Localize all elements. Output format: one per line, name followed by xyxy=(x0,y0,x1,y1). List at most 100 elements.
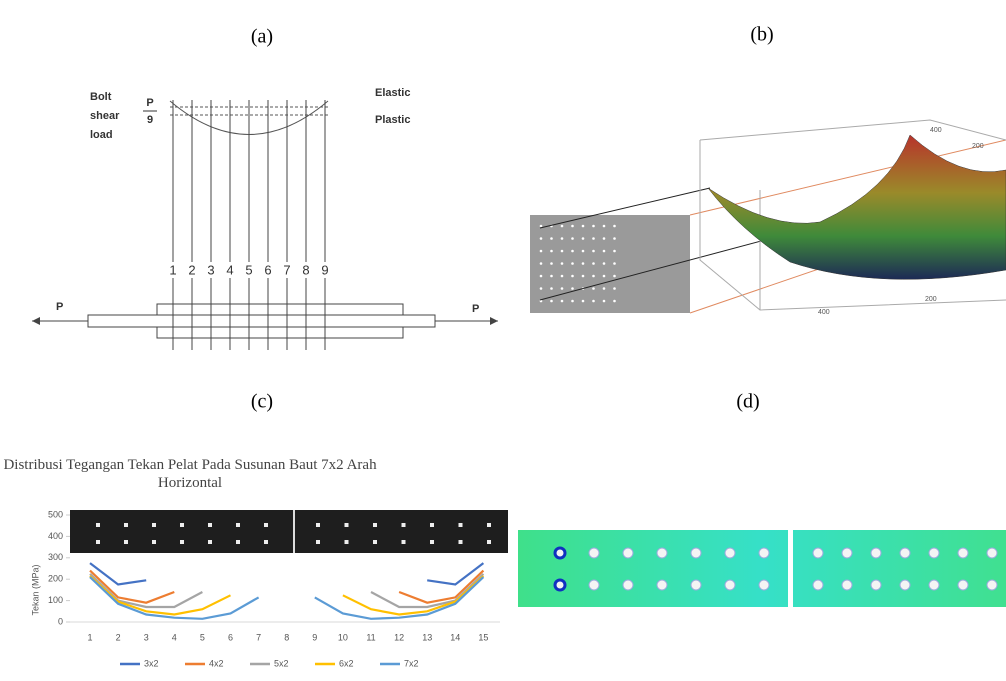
bolt-hole xyxy=(555,548,565,558)
x-tick-label: 5 xyxy=(200,632,205,642)
bolt-hole xyxy=(987,580,997,590)
elastic-label: Elastic xyxy=(375,87,410,99)
legend-label: 6x2 xyxy=(339,658,354,668)
bolt-dot xyxy=(571,300,574,303)
bolt-dot xyxy=(582,300,585,303)
bolt-dot xyxy=(592,262,595,265)
bolt-dot xyxy=(603,250,606,253)
bolt-number: 8 xyxy=(302,262,309,277)
x-tick-label: 6 xyxy=(228,632,233,642)
arrow-head xyxy=(32,317,40,325)
arrow-head xyxy=(490,317,498,325)
bolt-number: 3 xyxy=(207,262,214,277)
load-label: Bolt xyxy=(90,91,112,103)
plate xyxy=(157,327,403,338)
bolt-hole xyxy=(813,580,823,590)
series-line xyxy=(90,576,483,615)
y-tick-label: 400 xyxy=(48,531,63,541)
fraction-bottom: 9 xyxy=(147,114,153,126)
bolt-hole xyxy=(555,580,565,590)
surface xyxy=(708,135,1006,279)
bolt-hole xyxy=(813,548,823,558)
bolt-dot xyxy=(603,262,606,265)
bolt-dot xyxy=(459,540,463,544)
bolt-dot xyxy=(152,523,156,527)
series-line xyxy=(90,571,483,603)
bolt-dot xyxy=(592,225,595,228)
bolt-dot xyxy=(264,523,268,527)
panel-label: (b) xyxy=(750,24,773,46)
stress-contour xyxy=(518,530,1006,607)
bolt-hole xyxy=(958,548,968,558)
axis-label: 400 xyxy=(818,309,830,316)
load-label: shear xyxy=(90,110,120,122)
x-tick-label: 8 xyxy=(284,632,289,642)
bolt-dot xyxy=(561,287,564,290)
bolt-dot xyxy=(613,300,616,303)
bolt-dot xyxy=(603,300,606,303)
x-tick-label: 1 xyxy=(87,632,92,642)
bolt-hole xyxy=(987,548,997,558)
bolt-dot xyxy=(582,262,585,265)
x-tick-label: 11 xyxy=(366,632,375,642)
bolt-dot xyxy=(571,287,574,290)
legend-label: 3x2 xyxy=(144,658,159,668)
bolt-dot xyxy=(430,523,434,527)
bolt-dot xyxy=(613,225,616,228)
bolt-dot xyxy=(582,237,585,240)
bolt-dot xyxy=(373,523,377,527)
axis-label: 200 xyxy=(925,296,937,303)
bolt-dot xyxy=(236,523,240,527)
bolt-dot xyxy=(582,250,585,253)
bolt-hole xyxy=(657,580,667,590)
x-tick-label: 10 xyxy=(338,632,348,642)
plate-photo xyxy=(70,510,508,553)
bolt-dot xyxy=(96,540,100,544)
legend-label: 7x2 xyxy=(404,658,419,668)
bolt-dot xyxy=(561,275,564,278)
bolt-hole xyxy=(842,580,852,590)
bolt-dot xyxy=(550,287,553,290)
bolt-hole xyxy=(725,548,735,558)
axis-label: 400 xyxy=(930,127,942,134)
bolt-hole xyxy=(691,580,701,590)
x-tick-label: 4 xyxy=(172,632,177,642)
bolt-dot xyxy=(208,523,212,527)
bolt-dot xyxy=(613,262,616,265)
bolt-dot xyxy=(540,237,543,240)
series-line xyxy=(90,563,483,584)
bolt-hole xyxy=(871,548,881,558)
plate xyxy=(518,530,1006,607)
bolt-hole xyxy=(958,580,968,590)
bolt-dot xyxy=(180,540,184,544)
bolt-number: 6 xyxy=(264,262,271,277)
bolt-number: 1 xyxy=(169,262,176,277)
bolt-dot xyxy=(180,523,184,527)
y-tick-label: 0 xyxy=(58,616,63,626)
y-axis-label: Tekan (MPa) xyxy=(30,564,40,615)
bolt-dot xyxy=(236,540,240,544)
bolt-dot xyxy=(592,250,595,253)
panel-label: (c) xyxy=(251,391,273,413)
bolt-dot xyxy=(124,523,128,527)
bolt-dot xyxy=(571,237,574,240)
plate xyxy=(157,304,403,315)
legend-label: 4x2 xyxy=(209,658,224,668)
bolt-dot xyxy=(316,523,320,527)
bolt-dot xyxy=(603,275,606,278)
figure-canvas: (a) (b) (c) (d) Bolt shear load P 9 Elas… xyxy=(0,0,1006,681)
bolt-dot xyxy=(550,250,553,253)
bolt-dot xyxy=(592,275,595,278)
panel-label: (d) xyxy=(736,391,759,413)
line-chart: Tekan (MPa) 0100200300400500123456789101… xyxy=(30,509,508,668)
x-tick-label: 3 xyxy=(144,632,149,642)
bolt-dot xyxy=(613,237,616,240)
bolt-hole xyxy=(842,548,852,558)
axis-label: 200 xyxy=(972,143,984,150)
bolt-number: 4 xyxy=(226,262,233,277)
bolt-hole xyxy=(589,548,599,558)
x-tick-label: 13 xyxy=(422,632,432,642)
y-tick-label: 200 xyxy=(48,574,63,584)
bolt-number: 9 xyxy=(321,262,328,277)
bolt-dot xyxy=(208,540,212,544)
